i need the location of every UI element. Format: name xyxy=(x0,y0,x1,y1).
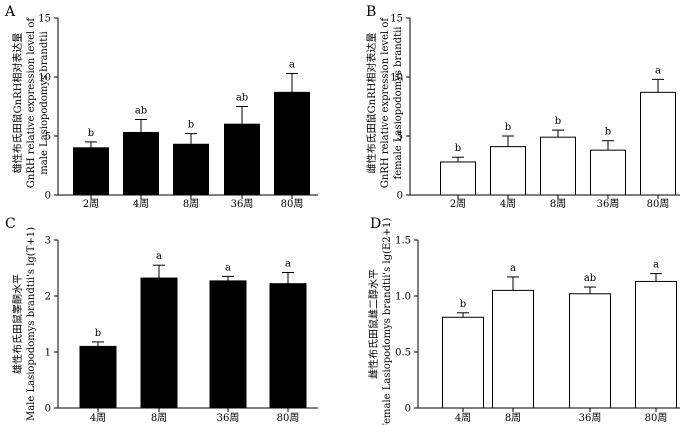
panel-a-ylabel-line: GnRH relative expression level of xyxy=(26,17,37,189)
panel-b-category-label: 2周 xyxy=(450,198,466,210)
panel-d-category-label: 36周 xyxy=(579,412,602,424)
panel-b-ylabel-line: GnRH relative expression level of xyxy=(380,17,391,189)
panel-d-ytick-label: 0 xyxy=(405,404,411,415)
panel-a-ylabel-line: 雄性布氏田鼠GnRH相对表达量 xyxy=(11,33,24,174)
panel-b-ytick-label: 10 xyxy=(390,73,403,84)
panel-c-sig-label: a xyxy=(225,262,231,273)
panel-c-bar xyxy=(209,280,247,409)
panel-b-sig-label: b xyxy=(555,116,561,127)
panel-c-sig-label: a xyxy=(156,251,162,262)
panel-b-ylabel-line: 雌性布氏田鼠GnRH相对表达量 xyxy=(365,33,378,174)
panel-c-bar xyxy=(140,277,178,409)
panel-c-ytick-label: 1 xyxy=(45,348,51,359)
panel-d-ylabel-line: Female Lasiopodomys brandtii's lg(E2+1) xyxy=(382,218,393,425)
panel-b-category-label: 36周 xyxy=(597,198,620,210)
panel-d-bar xyxy=(492,289,534,409)
panel-a-letter: A xyxy=(4,4,16,20)
panel-c-category-label: 8周 xyxy=(151,412,167,424)
panel-c-category-label: 36周 xyxy=(217,412,240,424)
panel-d-category-label: 80周 xyxy=(645,412,668,424)
panel-b-category-label: 80周 xyxy=(647,198,670,210)
panel-c-ytick-label: 0 xyxy=(45,404,51,415)
panel-a-bar xyxy=(173,143,209,196)
panel-d-ytick-label: 1.0 xyxy=(395,292,411,303)
panel-d-letter: D xyxy=(370,216,381,232)
panel-a-sig-label: b xyxy=(188,120,194,131)
panel-b-bar xyxy=(640,91,676,196)
panel-a-ytick-label: 0 xyxy=(45,191,51,202)
panel-b-category-label: 4周 xyxy=(500,198,516,210)
panel-d-ytick-label: 0.5 xyxy=(395,348,411,359)
panel-b-bar xyxy=(490,146,526,196)
panel-d-sig-label: b xyxy=(460,299,466,310)
panel-c-ylabel-line: 雄性布氏田鼠睾酮水平 xyxy=(11,274,24,374)
panel-a-ytick-label: 5 xyxy=(45,132,51,143)
panel-b-ytick-label: 0 xyxy=(397,191,403,202)
panel-a-category-label: 80周 xyxy=(281,198,304,210)
panel-d-bar xyxy=(442,316,484,409)
panel-b-ytick-label: 5 xyxy=(397,132,403,143)
panel-c-letter: C xyxy=(5,216,16,232)
panel-a-bar xyxy=(224,123,260,196)
panel-b-bar xyxy=(540,136,576,196)
panel-b-bar xyxy=(440,161,476,196)
panel-b-bar xyxy=(590,149,626,196)
panel-a-sig-label: ab xyxy=(135,105,147,116)
panel-a-ylabel-line: male Lasiopodomys brandtii xyxy=(39,31,50,174)
panel-b-sig-label: b xyxy=(605,127,611,138)
panel-d-category-label: 4周 xyxy=(455,412,471,424)
panel-c-sig-label: a xyxy=(285,258,291,269)
panel-d-bar xyxy=(635,280,677,409)
panel-a-category-label: 4周 xyxy=(133,198,149,210)
panel-b-sig-label: b xyxy=(455,143,461,154)
panel-c-category-label: 80周 xyxy=(277,412,300,424)
panel-c-ytick-label: 2 xyxy=(45,292,51,303)
panel-a-sig-label: a xyxy=(289,59,295,70)
panel-a-bar xyxy=(73,147,109,196)
panel-d-ylabel-line: 雌性布氏田鼠雌二醇水平 xyxy=(367,269,380,379)
panel-d-sig-label: a xyxy=(510,263,516,274)
panel-a-bar xyxy=(123,131,159,196)
panel-a-bar xyxy=(274,91,310,196)
panel-a-category-label: 2周 xyxy=(83,198,99,210)
panel-c-bar xyxy=(269,283,307,409)
panel-a-ytick-label: 15 xyxy=(38,14,51,25)
panel-d-sig-label: ab xyxy=(584,273,596,284)
panel-b-sig-label: a xyxy=(655,65,661,76)
panel-a-sig-label: ab xyxy=(236,93,248,104)
panel-d-bar xyxy=(569,293,611,409)
panel-b-sig-label: b xyxy=(505,122,511,133)
panel-c-sig-label: b xyxy=(95,328,101,339)
panel-a-sig-label: b xyxy=(88,128,94,139)
panel-b-ytick-label: 15 xyxy=(390,14,403,25)
panel-a-ytick-label: 10 xyxy=(38,73,51,84)
panel-b-ylabel-line: female Lasiopodomys brandtii xyxy=(393,27,404,180)
panel-b-category-label: 8周 xyxy=(550,198,566,210)
panel-d-category-label: 8周 xyxy=(505,412,521,424)
panel-a-category-label: 36周 xyxy=(231,198,254,210)
panel-d-sig-label: a xyxy=(653,260,659,271)
panel-a-category-label: 8周 xyxy=(183,198,199,210)
panel-c-ylabel-line: Male Lasiopodomys brandtii's lg(T+1) xyxy=(26,227,37,421)
panel-d-ytick-label: 1.5 xyxy=(395,236,411,247)
panel-c-category-label: 4周 xyxy=(90,412,106,424)
panel-c-bar xyxy=(79,345,117,409)
panel-b-letter: B xyxy=(366,4,376,20)
panel-c-ytick-label: 3 xyxy=(45,236,51,247)
